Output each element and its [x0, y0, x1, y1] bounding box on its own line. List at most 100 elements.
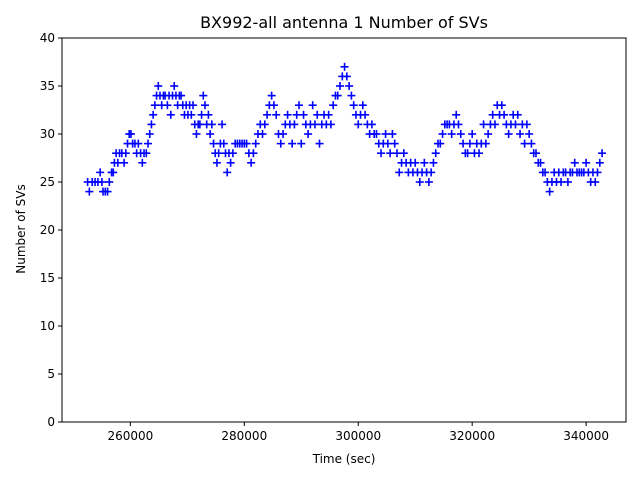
data-point — [347, 91, 356, 100]
data-point — [154, 82, 163, 90]
data-point — [563, 178, 572, 186]
data-point — [150, 101, 159, 110]
y-tick-label: 30 — [40, 127, 55, 141]
y-tick-label: 15 — [40, 271, 55, 285]
data-point — [411, 158, 420, 167]
data-point — [276, 139, 285, 148]
data-point — [516, 130, 525, 138]
data-point — [456, 130, 465, 138]
data-point — [219, 139, 228, 148]
data-point — [326, 120, 335, 129]
data-point — [189, 101, 198, 110]
y-tick-label: 40 — [40, 31, 55, 45]
data-point — [290, 120, 299, 129]
chart-title: BX992-all antenna 1 Number of SVs — [200, 13, 488, 32]
data-point — [242, 139, 251, 148]
data-point — [218, 120, 227, 129]
data-point — [263, 110, 272, 119]
data-point — [484, 130, 493, 138]
data-point — [388, 130, 397, 138]
data-point — [336, 82, 345, 90]
data-point — [361, 110, 370, 119]
data-point — [395, 168, 404, 177]
data-point — [144, 139, 153, 148]
data-point — [541, 168, 550, 177]
data-point — [170, 82, 179, 90]
data-point — [367, 120, 376, 129]
data-point — [294, 101, 303, 110]
data-point — [214, 149, 223, 158]
data-point — [465, 139, 474, 148]
data-point — [272, 110, 281, 119]
data-point — [557, 178, 566, 186]
data-point — [591, 178, 600, 186]
data-point — [424, 178, 433, 186]
data-point — [249, 149, 258, 158]
x-tick-label: 300000 — [335, 429, 381, 443]
data-point — [121, 149, 130, 158]
data-point — [251, 139, 260, 148]
data-point — [228, 149, 237, 158]
data-point — [522, 120, 531, 129]
data-point — [429, 158, 438, 167]
data-point — [267, 91, 276, 100]
data-point — [399, 149, 408, 158]
data-point — [308, 101, 317, 110]
data-point — [134, 139, 143, 148]
plot-frame — [61, 37, 627, 423]
data-point — [504, 130, 513, 138]
data-point — [342, 72, 351, 81]
data-point — [324, 110, 333, 119]
data-point — [513, 110, 522, 119]
y-tick-label: 35 — [40, 79, 55, 93]
data-point — [269, 101, 278, 110]
data-point — [120, 158, 129, 167]
data-point — [570, 158, 579, 167]
data-point — [479, 120, 488, 129]
data-point — [197, 110, 206, 119]
data-point — [595, 158, 604, 167]
data-point — [459, 139, 468, 148]
data-point — [438, 130, 447, 138]
data-point — [212, 158, 221, 167]
data-point — [199, 91, 208, 100]
data-point — [147, 120, 156, 129]
data-point — [340, 62, 349, 71]
data-point — [226, 158, 235, 167]
data-point — [468, 130, 477, 138]
data-point — [166, 110, 175, 119]
y-tick-label: 10 — [40, 319, 55, 333]
y-tick-label: 0 — [47, 415, 55, 429]
data-point — [85, 187, 94, 196]
data-point — [247, 158, 256, 167]
data-point — [377, 149, 386, 158]
data-point — [452, 110, 461, 119]
data-point — [313, 110, 322, 119]
data-point — [177, 91, 186, 100]
data-point — [383, 139, 392, 148]
data-point — [149, 110, 158, 119]
data-point — [103, 187, 112, 196]
data-point — [192, 130, 201, 138]
data-point — [427, 168, 436, 177]
data-point — [258, 130, 267, 138]
x-axis-label: Time (sec) — [312, 452, 376, 466]
data-point — [163, 101, 172, 110]
data-point — [431, 149, 440, 158]
x-tick-label: 260000 — [107, 429, 153, 443]
data-point — [420, 158, 429, 167]
data-point — [96, 168, 105, 177]
data-point — [436, 139, 445, 148]
data-point — [392, 149, 401, 158]
data-point — [209, 139, 218, 148]
data-point — [511, 120, 520, 129]
data-point — [288, 139, 297, 148]
data-point — [310, 120, 319, 129]
data-point — [283, 110, 292, 119]
data-point — [497, 101, 506, 110]
plot-area — [61, 37, 627, 423]
data-point — [200, 101, 209, 110]
data-point — [260, 120, 269, 129]
data-point — [582, 158, 591, 167]
